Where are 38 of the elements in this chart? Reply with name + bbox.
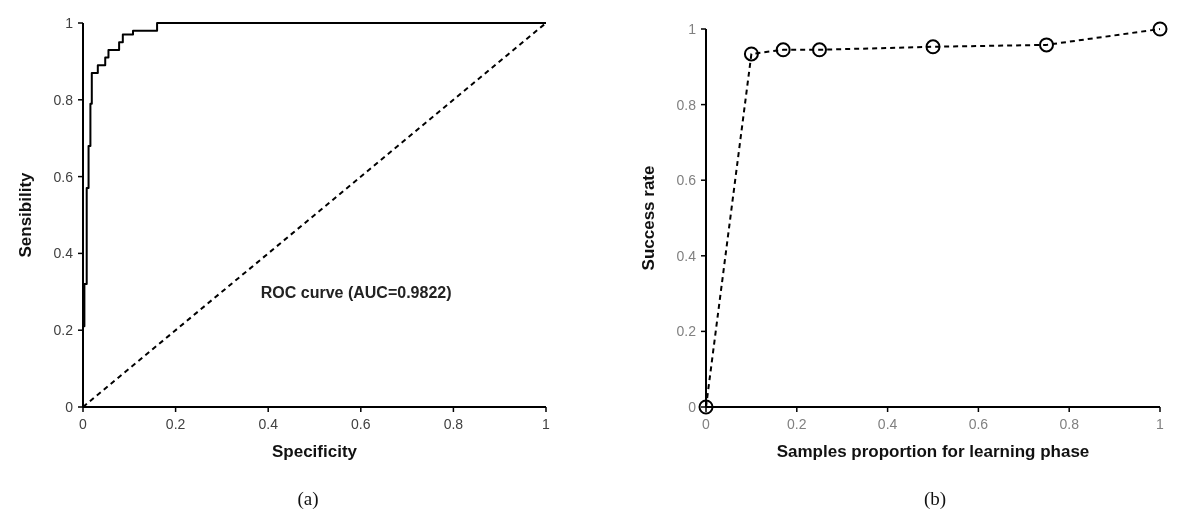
point	[925, 39, 941, 55]
y-tick-label: 0.6	[676, 172, 697, 189]
y-tick-label: 0.8	[53, 91, 74, 108]
y-tick-label: 0.4	[53, 245, 74, 262]
y-tick-label: 0.6	[53, 168, 74, 185]
x-tick-label: 0.8	[443, 416, 464, 432]
y-tick-label: 1	[688, 21, 697, 37]
annotation: ROC curve (AUC=0.9822)	[260, 283, 452, 301]
point	[698, 399, 714, 415]
point	[743, 46, 759, 62]
y-tick-label: 0	[65, 399, 74, 415]
y-tick-label: 0.4	[676, 247, 697, 264]
point	[775, 42, 791, 58]
point	[812, 42, 827, 58]
x-axis-title: Specificity	[271, 442, 358, 461]
text: (b)	[923, 488, 947, 510]
x-tick-label: 0.6	[351, 416, 371, 432]
x-tick-label: 1	[542, 416, 551, 432]
text: (a)	[297, 488, 319, 510]
y-tick-label: 1	[65, 15, 74, 31]
x-axis-title: Samples proportion for learning phase	[776, 442, 1090, 461]
point	[1152, 21, 1168, 37]
y-axis-title: Sensibility	[16, 171, 35, 258]
x-tick-label: 0.4	[877, 416, 898, 432]
point	[1039, 37, 1054, 53]
x-tick-label: 1	[1156, 416, 1165, 432]
x-tick-label: 0.2	[787, 416, 807, 432]
x-tick-label: 0	[79, 416, 88, 432]
x-tick-label: 0.2	[165, 416, 186, 432]
x-tick-label: 0.6	[968, 416, 989, 432]
y-tick-label: 0.2	[676, 323, 697, 340]
x-tick-label: 0.4	[258, 416, 279, 432]
y-tick-label: 0.2	[53, 322, 74, 339]
x-tick-label: 0	[702, 416, 711, 432]
x-tick-label: 0.8	[1059, 416, 1080, 432]
y-axis-title: Success rate	[639, 165, 658, 271]
y-tick-label: 0.8	[676, 96, 697, 113]
y-tick-label: 0	[688, 399, 697, 415]
